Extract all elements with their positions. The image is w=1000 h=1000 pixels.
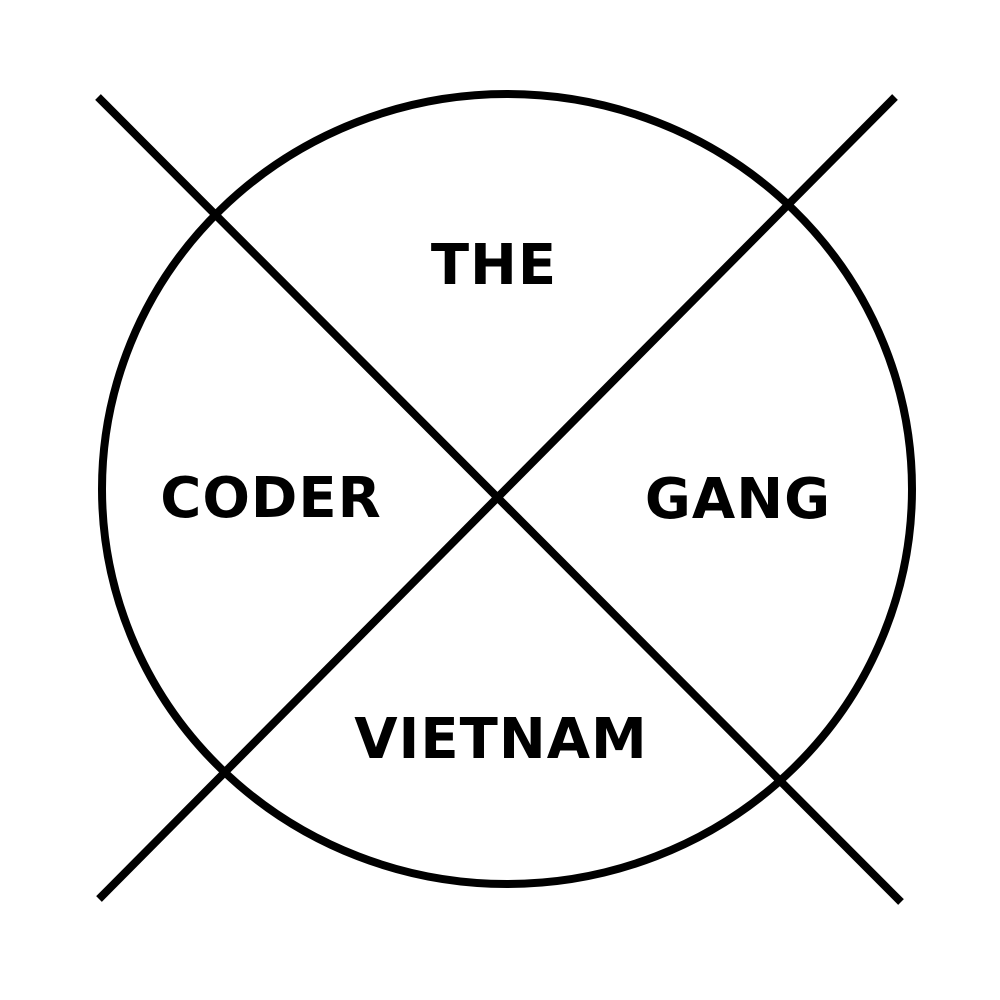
- logo-word-top: THE: [431, 233, 557, 298]
- logo-word-bottom: VIETNAM: [354, 707, 648, 772]
- logo-word-left: CODER: [160, 466, 382, 531]
- logo-circle: [98, 90, 916, 888]
- logo-diagonal-ascending: [96, 94, 898, 902]
- logo-word-right: GANG: [645, 467, 831, 532]
